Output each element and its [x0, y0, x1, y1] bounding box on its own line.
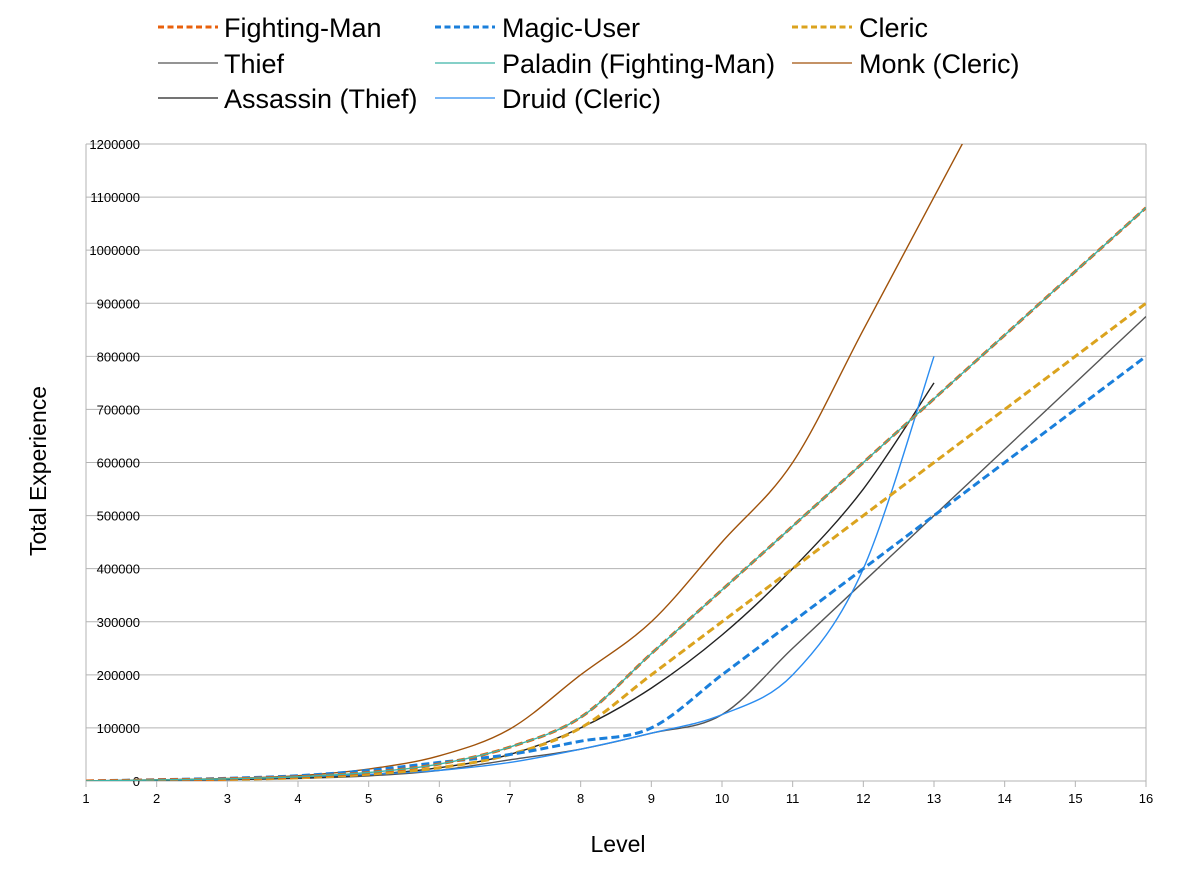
y-tick-label: 1000000 — [89, 243, 140, 258]
legend-label: Monk (Cleric) — [859, 49, 1020, 79]
x-tick-label: 15 — [1068, 791, 1082, 806]
y-tick-label: 1100000 — [90, 190, 140, 205]
y-tick-label: 700000 — [97, 402, 140, 417]
y-tick-label: 100000 — [97, 721, 140, 736]
series-lines — [86, 144, 1146, 781]
legend-label: Assassin (Thief) — [224, 84, 418, 114]
y-tick-label: 400000 — [97, 562, 140, 577]
x-tick-label: 2 — [153, 791, 160, 806]
y-tick-label: 800000 — [97, 349, 140, 364]
x-tick-label: 16 — [1139, 791, 1153, 806]
legend-item: Paladin (Fighting-Man) — [435, 49, 775, 79]
legend: Fighting-Man Magic-User Cleric Thief Paladin… — [158, 13, 1020, 114]
legend-item: Fighting-Man — [158, 13, 382, 43]
x-tick-label: 8 — [577, 791, 584, 806]
y-tick-label: 0 — [133, 774, 140, 789]
legend-label: Thief — [224, 49, 285, 79]
legend-item: Druid (Cleric) — [435, 84, 661, 114]
y-tick-label: 1200000 — [89, 137, 140, 152]
x-tick-label: 5 — [365, 791, 372, 806]
legend-item: Assassin (Thief) — [158, 84, 418, 114]
x-tick-label: 14 — [997, 791, 1011, 806]
x-tick-label: 4 — [294, 791, 301, 806]
legend-item: Magic-User — [435, 13, 640, 43]
series-line-thief — [86, 316, 1146, 781]
series-line-fighting-man — [86, 206, 1146, 781]
y-tick-label: 900000 — [97, 296, 140, 311]
legend-label: Cleric — [859, 13, 928, 43]
legend-label: Magic-User — [502, 13, 640, 43]
legend-label: Fighting-Man — [224, 13, 382, 43]
legend-label: Druid (Cleric) — [502, 84, 661, 114]
y-tick-label: 200000 — [97, 668, 140, 683]
x-tick-label: 12 — [856, 791, 870, 806]
x-tick-label: 10 — [715, 791, 729, 806]
x-axis-title: Level — [591, 831, 646, 857]
y-tick-label: 600000 — [97, 456, 140, 471]
series-line-monk-cleric — [86, 144, 964, 781]
y-tick-label: 300000 — [97, 615, 140, 630]
x-tick-label: 7 — [506, 791, 513, 806]
legend-label: Paladin (Fighting-Man) — [502, 49, 775, 79]
x-axis-ticks: 1 2 3 4 5 6 7 8 9 10 11 12 13 14 15 16 — [82, 781, 1153, 806]
x-tick-label: 13 — [927, 791, 941, 806]
y-tick-label: 500000 — [97, 509, 140, 524]
gridlines — [85, 143, 1147, 782]
x-tick-label: 11 — [786, 791, 800, 806]
series-line-assassin-thief — [86, 382, 935, 781]
y-axis-ticks: 0 100000 200000 300000 400000 500000 600000 700… — [89, 137, 140, 789]
legend-item: Monk (Cleric) — [792, 49, 1020, 79]
series-line-paladin-fighting-man — [86, 207, 1146, 781]
x-tick-label: 6 — [436, 791, 443, 806]
legend-item: Cleric — [792, 13, 928, 43]
y-axis-title: Total Experience — [25, 386, 51, 556]
x-tick-label: 9 — [648, 791, 655, 806]
x-tick-label: 1 — [82, 791, 89, 806]
x-tick-label: 3 — [224, 791, 231, 806]
legend-item: Thief — [158, 49, 285, 79]
